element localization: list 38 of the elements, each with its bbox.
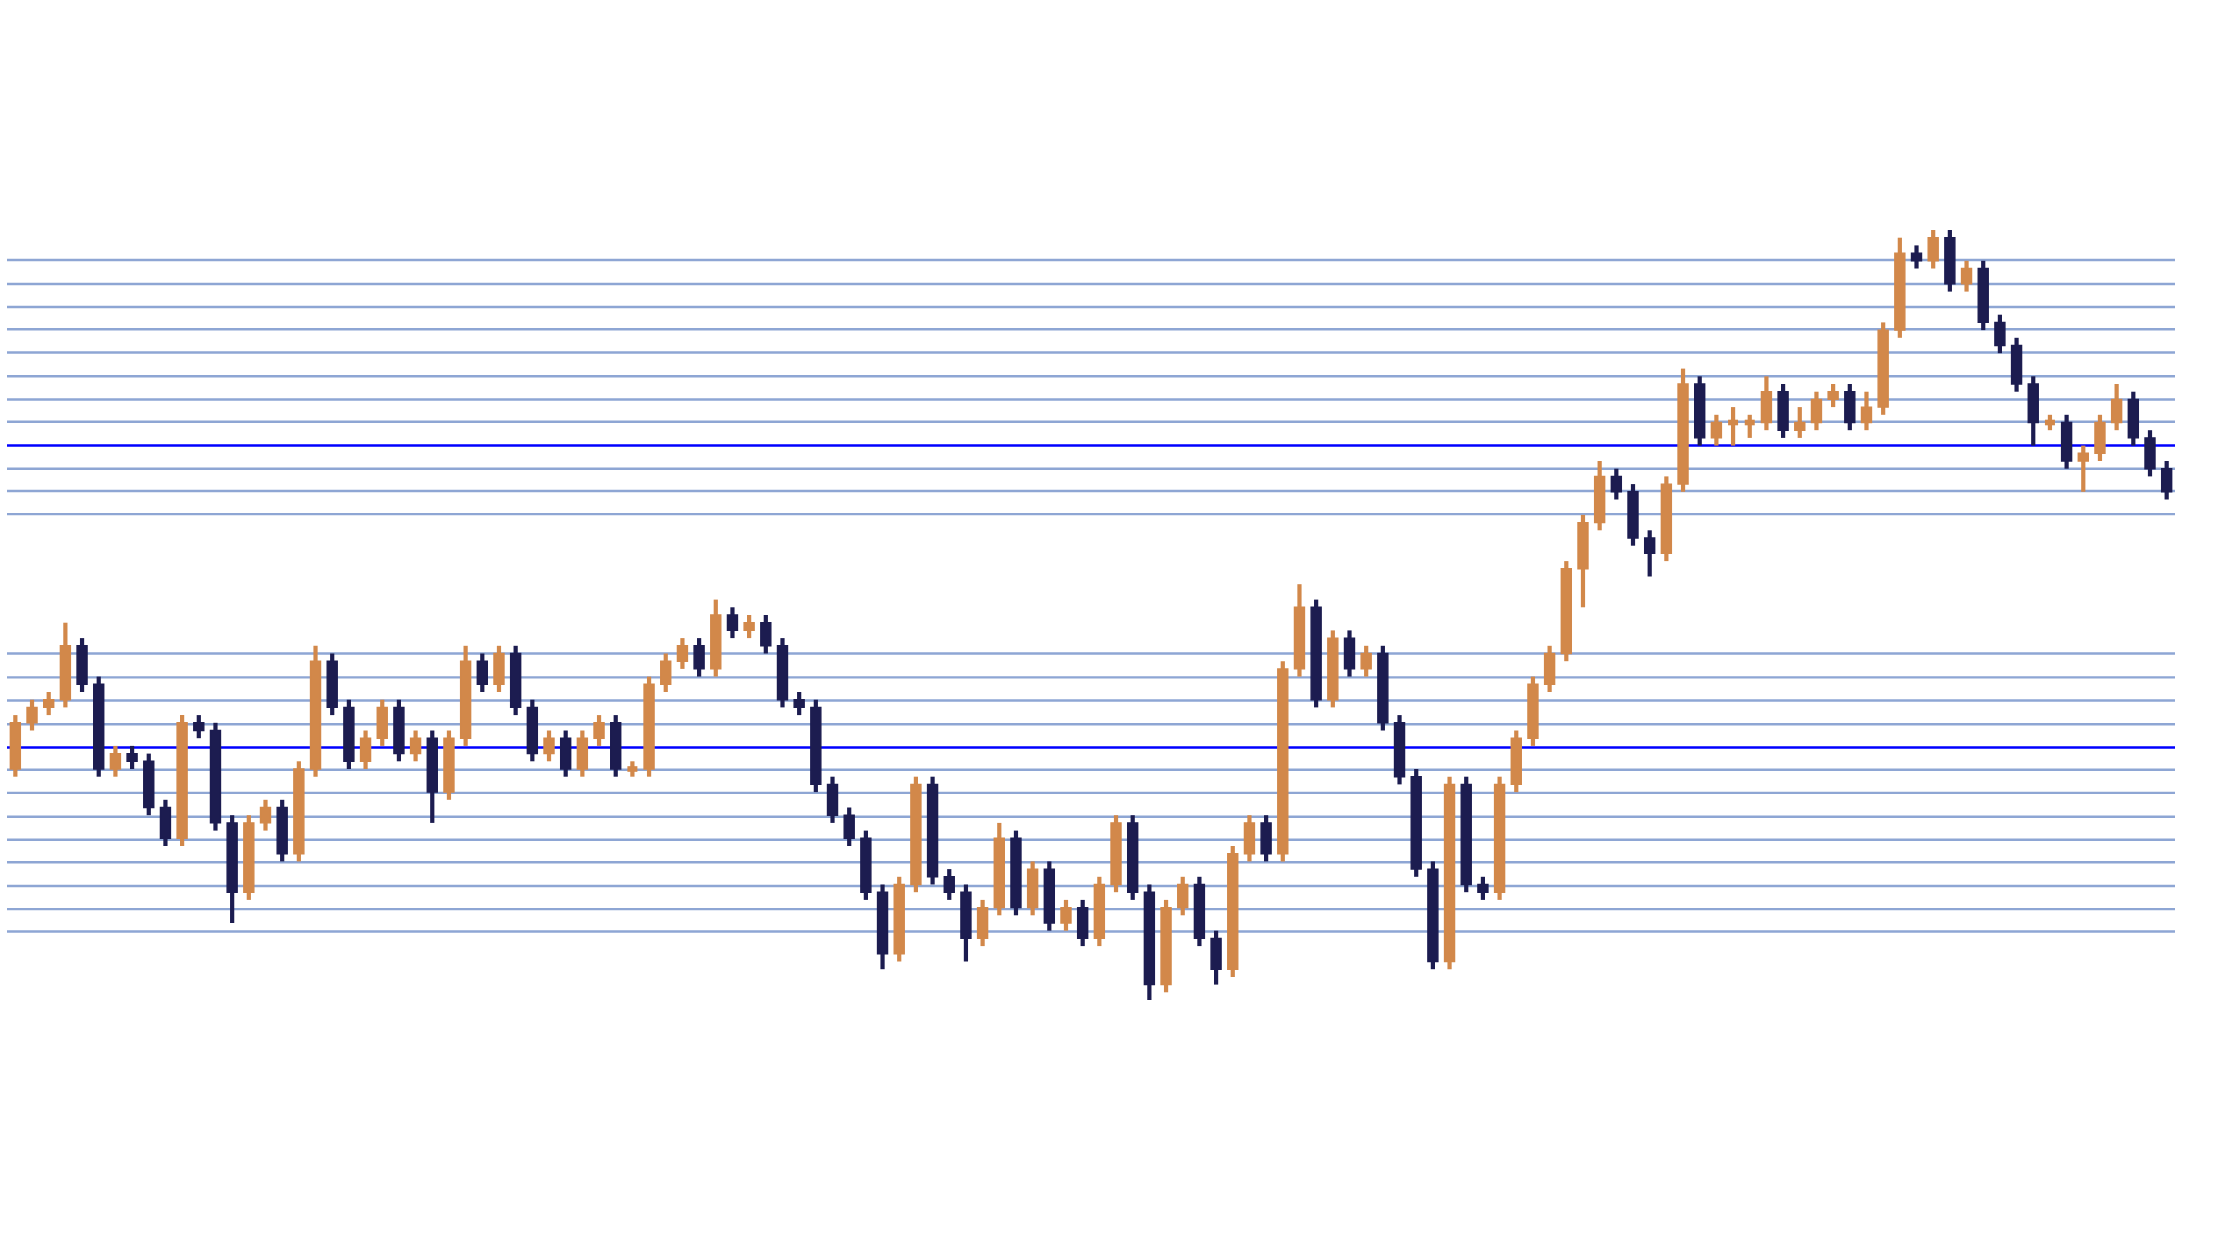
candlestick <box>1827 384 1839 408</box>
candlestick <box>943 869 955 900</box>
candlestick <box>1794 407 1806 438</box>
candlestick <box>593 715 605 746</box>
candlestick <box>42 692 55 716</box>
candlestick <box>1810 391 1823 431</box>
candlestick <box>359 730 372 769</box>
candlestick <box>1477 876 1489 900</box>
candlestick <box>193 715 205 739</box>
candlestick <box>1360 645 1372 677</box>
candlestick <box>693 638 705 677</box>
candlestick <box>1177 876 1189 916</box>
candlestick <box>793 692 805 716</box>
candlestick <box>676 638 689 669</box>
candlestick <box>1910 245 1923 269</box>
candlestick <box>259 799 272 831</box>
candlestick <box>843 807 855 846</box>
candlestick <box>409 730 422 762</box>
candlestick <box>543 730 555 762</box>
candlestick <box>743 615 755 639</box>
candlestick <box>1643 530 1656 577</box>
candlestick <box>2110 384 2123 431</box>
candlestick <box>1927 230 1939 269</box>
candlestick <box>1710 414 1723 446</box>
candlestick <box>660 653 672 692</box>
candlestick <box>1960 260 1973 292</box>
candlestick <box>1060 899 1072 931</box>
candlestick <box>126 745 138 769</box>
candlestick <box>1610 468 1623 500</box>
candlestick <box>1860 391 1873 431</box>
candlestick <box>2160 461 2173 500</box>
candlestick <box>109 745 122 777</box>
candlestick <box>26 699 38 731</box>
candlestick <box>760 615 772 654</box>
candlestick <box>2077 445 2089 492</box>
candlestick <box>1994 314 2006 354</box>
candlestick <box>476 653 489 692</box>
candlestick <box>726 607 739 639</box>
